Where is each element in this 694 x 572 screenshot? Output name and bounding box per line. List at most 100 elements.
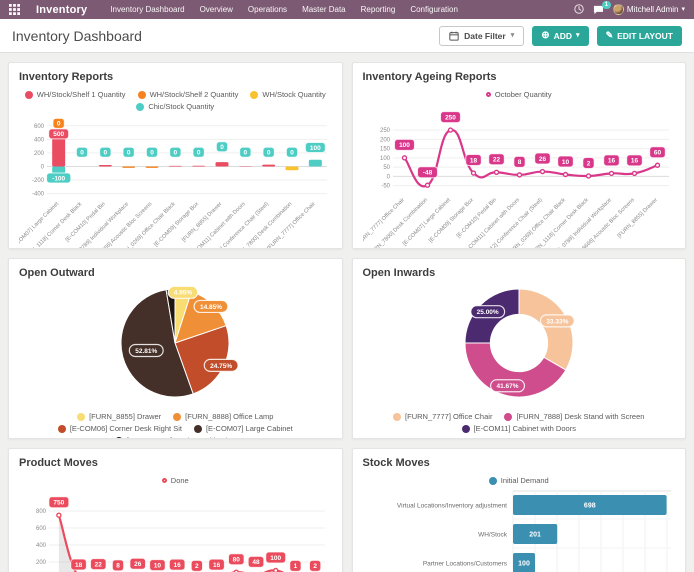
svg-text:41.67%: 41.67% — [496, 383, 518, 390]
svg-text:8: 8 — [116, 563, 120, 570]
legend-item[interactable]: [E-COM06] Corner Desk Right Sit — [57, 424, 182, 433]
svg-text:[FURN_8855] Drawer: [FURN_8855] Drawer — [181, 201, 223, 243]
legend-ring-icon — [161, 478, 167, 483]
chart-canvas[interactable]: 250 200 150 100 50 0 -50 100 -48 250 18 22 8 26 10 2 16 1… — [355, 101, 676, 248]
menu-item-overview[interactable]: Overview — [199, 5, 233, 14]
chart-legend: [FURN_7777] Office Chair [FURN_7888] Desk… — [379, 412, 659, 433]
legend-item[interactable]: [FURN_7800] Desk Combination — [114, 436, 236, 438]
add-button[interactable]: ⊕ ADD ▾ — [532, 25, 589, 46]
chart-title: Inventory Ageing Reports — [362, 71, 497, 83]
legend-ring-icon — [485, 92, 491, 97]
svg-text:16: 16 — [174, 562, 182, 569]
svg-text:0: 0 — [127, 150, 131, 157]
page-title: Inventory Dashboard — [12, 27, 142, 44]
chart-legend: Done — [19, 476, 332, 485]
chart-legend: Initial Demand — [363, 476, 676, 485]
activities-clock-icon[interactable] — [574, 3, 584, 16]
plus-circle-icon: ⊕ — [541, 29, 550, 41]
legend-dot-icon — [461, 424, 470, 433]
legend-label: [FURN_7888] Desk Stand with Screen — [516, 412, 645, 421]
chart-canvas[interactable]: 33.33% 41.67% 25.00% — [363, 281, 676, 405]
legend-label: WH/Stock/Shelf 2 Quantity — [149, 90, 239, 99]
card-inventory-ageing: Inventory Ageing Reports October Quantit… — [351, 62, 686, 249]
menu-item-inventory-dashboard[interactable]: Inventory Dashboard — [110, 5, 185, 14]
legend-item[interactable]: [E-COM07] Large Cabinet — [193, 424, 293, 433]
legend-dot-icon — [137, 90, 146, 99]
svg-text:-50: -50 — [381, 184, 390, 190]
legend-item[interactable]: WH/Stock Quantity — [250, 90, 326, 99]
card-inventory-reports: Inventory Reports WH/Stock/Shelf 1 Quant… — [8, 62, 343, 249]
card-product-moves: Product Moves Done 800600400200075018228… — [8, 448, 343, 572]
svg-text:16: 16 — [213, 562, 221, 569]
svg-text:Partner Locations/Customers: Partner Locations/Customers — [422, 560, 507, 567]
svg-text:10: 10 — [154, 562, 162, 569]
add-button-label: ADD — [553, 30, 573, 41]
legend-label: [E-COM07] Large Cabinet — [205, 424, 293, 433]
menu-item-reporting[interactable]: Reporting — [360, 5, 396, 14]
svg-text:22: 22 — [95, 561, 103, 568]
svg-text:0: 0 — [220, 144, 224, 151]
svg-text:0: 0 — [41, 164, 45, 170]
svg-text:33.33%: 33.33% — [546, 318, 568, 325]
chart-title: Product Moves — [19, 457, 98, 469]
svg-text:16: 16 — [630, 158, 638, 165]
messages-icon[interactable]: 1 — [593, 0, 611, 15]
legend-dot-icon — [57, 424, 66, 433]
menu-item-configuration[interactable]: Configuration — [410, 5, 458, 14]
apps-grid-icon[interactable] — [9, 4, 20, 15]
legend-item[interactable]: Chic/Stock Quantity — [136, 102, 214, 111]
chart-canvas[interactable]: 800600400200075018228261016216804810012[… — [19, 487, 332, 572]
legend-item[interactable]: [E-COM11] Cabinet with Doors — [461, 424, 576, 433]
svg-text:26: 26 — [538, 156, 546, 163]
svg-text:0: 0 — [197, 150, 201, 157]
date-filter-dropdown[interactable]: Date Filter ▾ — [439, 25, 525, 46]
svg-text:[FURN_8855] Drawer: [FURN_8855] Drawer — [616, 197, 658, 239]
legend-dot-icon — [488, 476, 497, 485]
chart-canvas[interactable]: 600 400 200 0 -200 -400 0 500 -100 0 0 0 0 0 0 0 0 0 0 100 [… — [10, 113, 332, 248]
legend-item[interactable]: Initial Demand — [488, 476, 549, 485]
svg-text:18: 18 — [469, 157, 477, 164]
menu-item-master-data[interactable]: Master Data — [302, 5, 346, 14]
chart-legend: [FURN_8855] Drawer [FURN_8888] Office Lam… — [25, 412, 325, 438]
chart-canvas[interactable]: Virtual Locations/Inventory adjustment 69… — [363, 487, 676, 572]
chart-legend: WH/Stock/Shelf 1 Quantity WH/Stock/Shelf … — [19, 90, 332, 111]
date-filter-label: Date Filter — [464, 30, 506, 41]
svg-text:400: 400 — [34, 137, 45, 143]
legend-item[interactable]: [FURN_8888] Office Lamp — [173, 412, 273, 421]
legend-item[interactable]: WH/Stock/Shelf 1 Quantity — [24, 90, 126, 99]
edit-layout-button[interactable]: ✎ EDIT LAYOUT — [596, 25, 682, 46]
legend-item[interactable]: October Quantity — [485, 90, 552, 99]
legend-item[interactable]: [FURN_7777] Office Chair — [393, 412, 492, 421]
svg-text:1: 1 — [294, 563, 298, 570]
legend-label: Initial Demand — [500, 476, 549, 485]
user-menu[interactable]: Mitchell Admin ▾ — [612, 4, 685, 15]
legend-item[interactable]: Done — [161, 476, 189, 485]
legend-item[interactable]: [FURN_8855] Drawer — [77, 412, 161, 421]
legend-item[interactable]: WH/Stock/Shelf 2 Quantity — [137, 90, 239, 99]
svg-text:500: 500 — [53, 131, 64, 138]
svg-text:16: 16 — [607, 158, 615, 165]
svg-text:100: 100 — [270, 555, 281, 562]
svg-text:100: 100 — [379, 156, 390, 162]
app-title[interactable]: Inventory — [36, 3, 88, 16]
legend-label: October Quantity — [494, 90, 552, 99]
edit-layout-button-label: EDIT LAYOUT — [617, 30, 673, 41]
legend-dot-icon — [504, 412, 513, 421]
svg-text:8: 8 — [517, 159, 521, 166]
legend-dot-icon — [114, 436, 123, 438]
legend-dot-icon — [193, 424, 202, 433]
card-open-outward: Open Outward 4.95% 14.85% 24.75% 52.81% [FU… — [8, 258, 343, 439]
user-name-label: Mitchell Admin — [626, 5, 679, 14]
control-bar: Inventory Dashboard Date Filter ▾ ⊕ ADD … — [0, 19, 694, 53]
menu-item-operations[interactable]: Operations — [247, 5, 288, 14]
svg-text:[E-COM09] Storage Box: [E-COM09] Storage Box — [428, 197, 475, 244]
chart-title: Open Inwards — [362, 267, 436, 279]
svg-text:0: 0 — [244, 150, 248, 157]
chart-canvas[interactable]: 4.95% 14.85% 24.75% 52.81% — [19, 281, 332, 405]
svg-text:48: 48 — [252, 559, 260, 566]
legend-label: Done — [170, 476, 189, 485]
legend-item[interactable]: [FURN_7888] Desk Stand with Screen — [504, 412, 644, 421]
card-open-inwards: Open Inwards 33.33% 41.67% 25.00% [FURN_77… — [351, 258, 686, 439]
svg-text:[E-COM09] Storage Box: [E-COM09] Storage Box — [153, 201, 200, 248]
svg-text:600: 600 — [34, 124, 45, 130]
